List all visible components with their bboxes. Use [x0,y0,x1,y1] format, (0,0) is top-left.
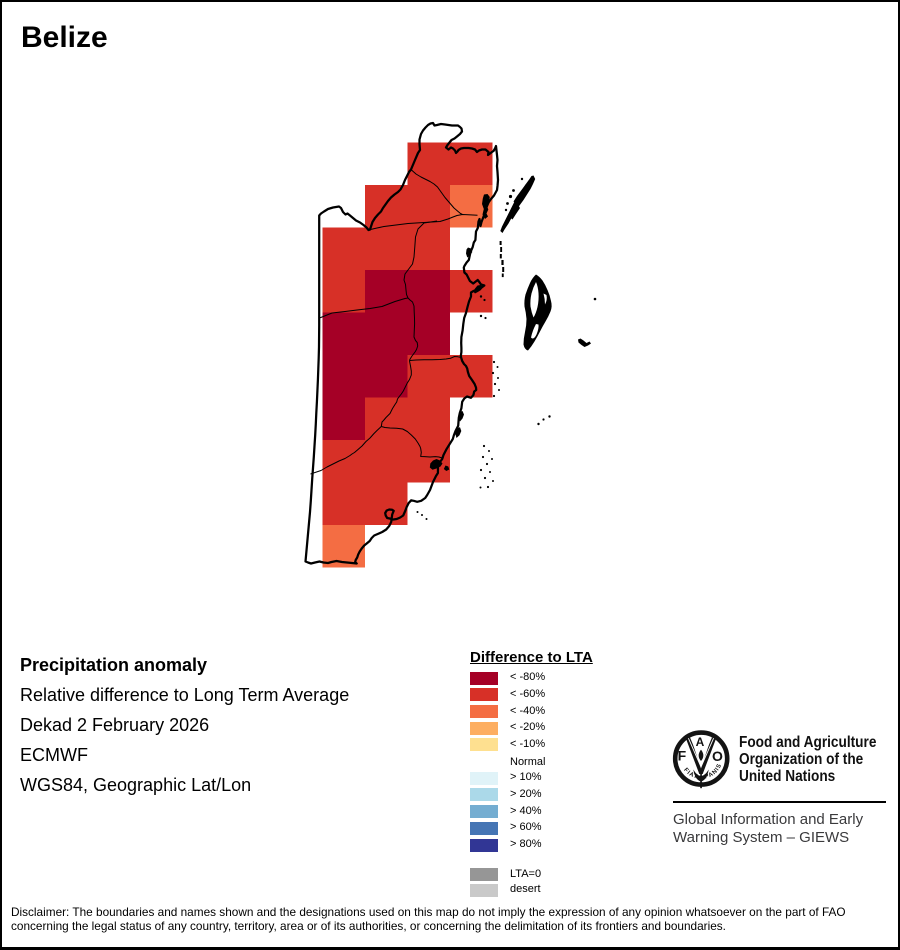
svg-text:O: O [712,748,723,764]
svg-text:F: F [678,747,687,763]
svg-text:A: A [696,735,705,749]
